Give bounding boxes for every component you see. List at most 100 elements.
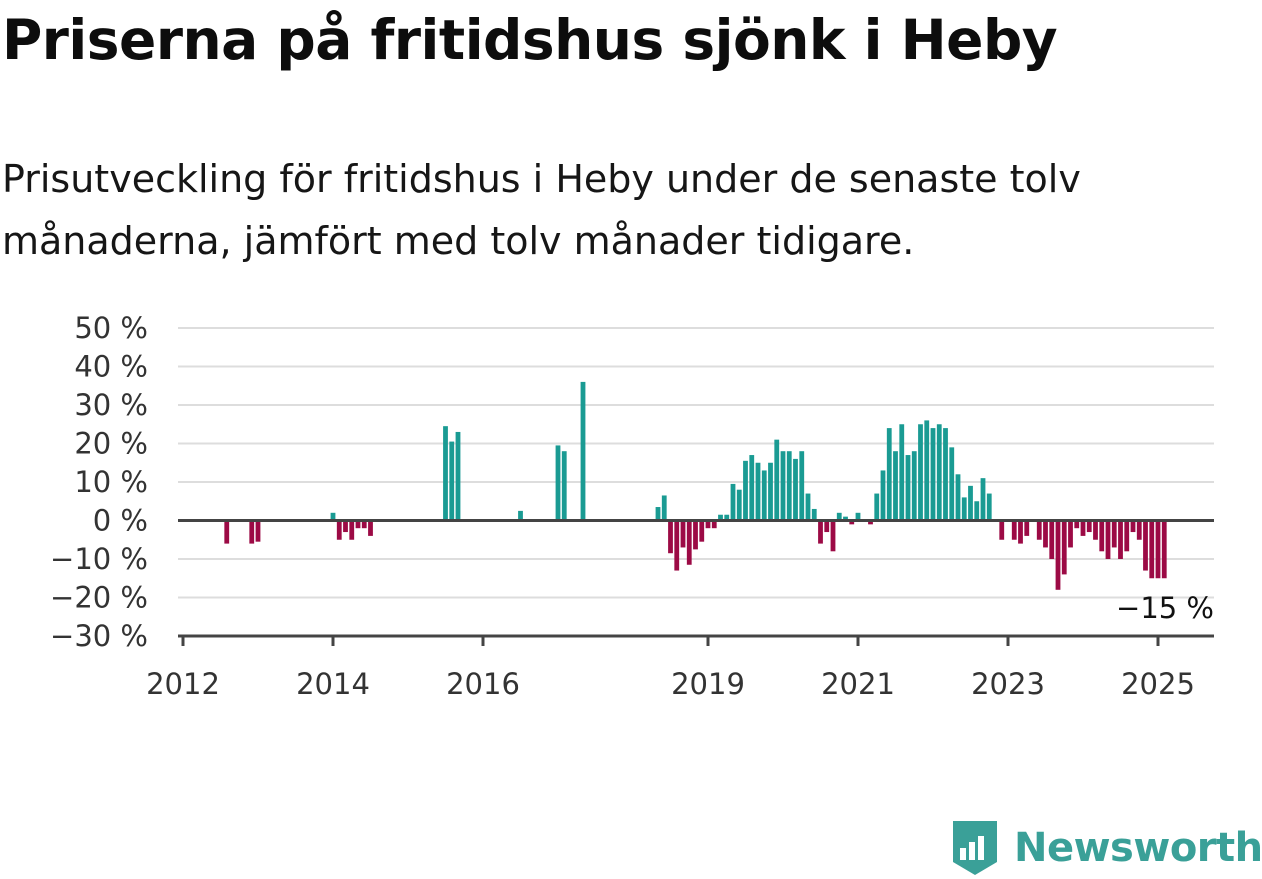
bar xyxy=(855,512,861,521)
y-tick-label: 30 % xyxy=(74,388,148,422)
bar xyxy=(580,381,586,521)
bar xyxy=(805,493,811,521)
bar xyxy=(955,474,961,521)
bar xyxy=(774,439,780,521)
bar xyxy=(905,455,911,521)
bar xyxy=(768,462,773,521)
y-tick-label: −30 % xyxy=(50,619,148,653)
bar xyxy=(743,460,748,521)
y-tick-label: −10 % xyxy=(50,542,148,576)
axes xyxy=(178,519,1214,646)
bar xyxy=(780,451,786,521)
bar xyxy=(1161,520,1167,579)
gridlines xyxy=(178,327,1214,599)
bar xyxy=(686,520,692,565)
bar xyxy=(455,431,461,521)
bar xyxy=(949,447,955,521)
bar xyxy=(361,520,367,529)
bar xyxy=(1036,520,1042,540)
x-tick-label: 2019 xyxy=(671,667,745,701)
bar xyxy=(799,451,805,521)
bar xyxy=(674,520,680,571)
tick-labels: 50 % 40 % 30 % 20 % 10 % 0 % −10 % −20 % −30 % 20… xyxy=(50,311,1214,701)
bar xyxy=(918,424,923,521)
bar xyxy=(880,470,886,521)
bar xyxy=(980,478,986,521)
bar xyxy=(924,420,930,521)
bars xyxy=(224,381,1167,590)
newsworthy-logo: Newsworthy xyxy=(950,818,1262,878)
bar xyxy=(749,455,755,521)
bar xyxy=(961,497,967,521)
bar xyxy=(886,428,892,521)
bar xyxy=(1093,520,1098,540)
bar xyxy=(755,462,761,521)
last-value-label: −15 % xyxy=(1116,591,1214,625)
bar xyxy=(336,520,342,540)
bar xyxy=(349,520,355,540)
bar xyxy=(330,512,336,521)
bar xyxy=(1105,520,1111,559)
bar xyxy=(555,445,561,521)
bar xyxy=(830,520,836,552)
x-tick-label: 2025 xyxy=(1121,667,1195,701)
bar xyxy=(449,441,455,521)
bar xyxy=(718,514,723,521)
bar xyxy=(1149,520,1155,579)
bar xyxy=(355,520,361,529)
bar xyxy=(986,493,992,521)
bar xyxy=(999,520,1005,540)
y-tick-label: 40 % xyxy=(74,350,148,384)
bar xyxy=(255,520,261,542)
bar xyxy=(836,512,842,521)
bar xyxy=(1130,520,1136,533)
bar xyxy=(868,520,873,525)
bar xyxy=(1068,520,1073,548)
bar xyxy=(736,489,742,521)
bar xyxy=(1118,520,1123,559)
bar xyxy=(1155,520,1161,579)
bar xyxy=(1061,520,1067,575)
chart-subtitle: Prisutveckling för fritidshus i Heby und… xyxy=(2,157,1081,263)
bar xyxy=(1080,520,1086,536)
bar xyxy=(730,483,736,521)
bar xyxy=(1049,520,1055,559)
brand-name: Newsworthy xyxy=(1014,825,1262,871)
bar xyxy=(786,451,792,521)
bar xyxy=(1143,520,1148,571)
y-tick-label: −20 % xyxy=(50,581,148,615)
bar xyxy=(724,514,730,521)
bar xyxy=(1011,520,1017,540)
bar xyxy=(1018,520,1023,544)
x-tick-label: 2021 xyxy=(821,667,895,701)
x-tick-label: 2012 xyxy=(146,667,220,701)
bar xyxy=(874,493,880,521)
bar xyxy=(893,451,898,521)
bar xyxy=(699,520,705,542)
bar xyxy=(224,520,230,544)
bar xyxy=(711,520,717,529)
bar xyxy=(443,426,448,521)
bar xyxy=(518,510,523,521)
bar xyxy=(974,501,980,521)
x-tick-label: 2016 xyxy=(446,667,520,701)
x-tick-label: 2014 xyxy=(296,667,370,701)
bar xyxy=(1136,520,1142,540)
y-tick-label: 0 % xyxy=(93,504,148,538)
bar xyxy=(1024,520,1030,536)
bar xyxy=(655,507,661,521)
bar xyxy=(1043,520,1048,548)
bar xyxy=(1111,520,1117,548)
bar xyxy=(368,520,373,536)
bar xyxy=(824,520,830,533)
bar xyxy=(1099,520,1105,552)
bar xyxy=(849,520,855,525)
bar xyxy=(343,520,348,533)
bar xyxy=(911,451,917,521)
bar xyxy=(930,428,936,521)
bar xyxy=(249,520,255,544)
y-tick-label: 20 % xyxy=(74,427,148,461)
bar xyxy=(761,470,767,521)
bar xyxy=(1055,520,1061,590)
chart-title: Priserna på fritidshus sjönk i Heby xyxy=(2,8,1058,72)
